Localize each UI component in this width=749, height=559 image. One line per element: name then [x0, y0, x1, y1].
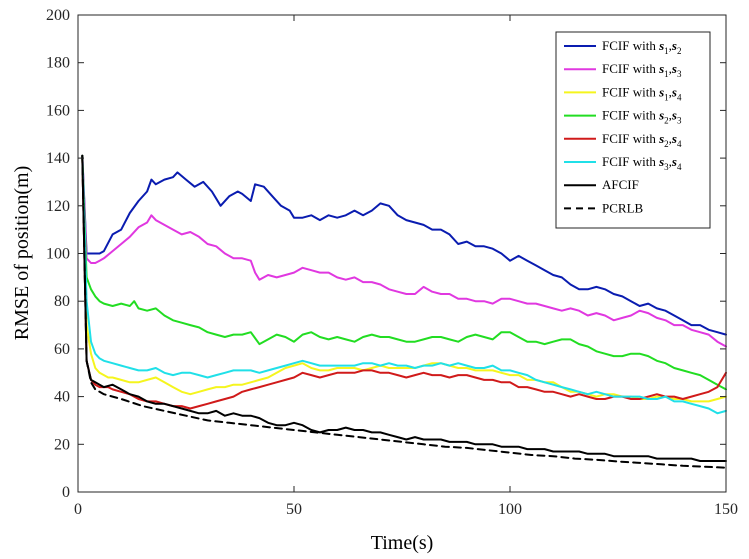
- x-axis-label: Time(s): [371, 532, 434, 554]
- legend-text-part: FCIF with: [602, 38, 659, 53]
- legend-text-part: s: [658, 61, 664, 76]
- y-tick-label: 60: [54, 341, 70, 358]
- y-tick-label: 0: [62, 484, 70, 501]
- series-layer: [81, 154, 727, 469]
- legend-text-part: s: [671, 61, 677, 76]
- y-axis-label: RMSE of position(m): [11, 166, 33, 340]
- y-tick-label: 200: [46, 7, 70, 24]
- legend-text-part: 1: [664, 92, 669, 102]
- y-tick-label: 160: [46, 102, 70, 119]
- x-tick-label: 50: [286, 501, 302, 518]
- y-tick-label: 140: [46, 150, 70, 167]
- y-tick-label: 40: [54, 389, 70, 406]
- legend-separator: ,: [669, 84, 672, 99]
- legend-text-part: FCIF with: [602, 131, 659, 146]
- legend-text-part: s: [671, 131, 677, 146]
- y-tick-label: 180: [46, 55, 70, 72]
- legend-separator: ,: [669, 131, 672, 146]
- series-line-1: [81, 154, 727, 336]
- legend-text-part: FCIF with: [602, 154, 659, 169]
- series-line-3: [81, 154, 727, 403]
- legend-box: [555, 31, 711, 229]
- legend-entry: PCRLB: [602, 200, 644, 215]
- legend-separator: ,: [669, 108, 672, 123]
- legend-text-part: s: [658, 154, 664, 169]
- legend-text-part: AFCIF: [602, 177, 639, 192]
- legend-text-part: 4: [677, 162, 682, 172]
- legend-separator: ,: [669, 61, 672, 76]
- x-tick-label: 150: [714, 501, 738, 518]
- legend-text-part: s: [658, 131, 664, 146]
- series-line-7: [81, 154, 727, 462]
- legend-text-part: s: [658, 84, 664, 99]
- legend-text-part: 2: [664, 139, 669, 149]
- legend-text-part: 3: [664, 162, 669, 172]
- legend-separator: ,: [669, 38, 672, 53]
- legend-entry: FCIF with s1,s2: [602, 38, 681, 56]
- legend-separator: ,: [669, 154, 672, 169]
- legend-text-part: 1: [664, 46, 669, 56]
- legend-text-part: 4: [677, 139, 682, 149]
- legend-text-part: 2: [664, 116, 669, 126]
- legend-text-part: s: [658, 108, 664, 123]
- legend-text-part: 2: [677, 46, 682, 56]
- series-line-2: [81, 154, 727, 348]
- legend-text-part: FCIF with: [602, 84, 659, 99]
- legend-entry: FCIF with s1,s3: [602, 61, 682, 79]
- legend-entry: FCIF with s2,s4: [602, 131, 682, 149]
- y-tick-label: 80: [54, 293, 70, 310]
- ticks-layer: 0 50 100 150 0 20 40 60 80 100 120 140 160 180 200: [46, 7, 738, 518]
- legend-text-part: 1: [664, 69, 669, 79]
- legend-entry: FCIF with s3,s4: [602, 154, 682, 172]
- x-tick-label: 100: [498, 501, 522, 518]
- series-line-4: [81, 154, 727, 391]
- x-tick-label: 0: [74, 501, 82, 518]
- legend-text-part: s: [671, 84, 677, 99]
- legend-text-part: s: [671, 154, 677, 169]
- legend-entry: FCIF with s1,s4: [602, 84, 682, 102]
- legend-entry: FCIF with s2,s3: [602, 108, 682, 126]
- legend-text-part: s: [671, 38, 677, 53]
- legend-text-part: s: [658, 38, 664, 53]
- series-line-6: [81, 154, 727, 415]
- legend-text-part: s: [671, 108, 677, 123]
- series-line-8: [81, 154, 727, 469]
- legend-text-part: FCIF with: [602, 61, 659, 76]
- legend-text-part: 3: [677, 116, 682, 126]
- legend-text-part: 3: [677, 69, 682, 79]
- y-tick-label: 20: [54, 436, 70, 453]
- legend-text-part: FCIF with: [602, 108, 659, 123]
- y-tick-label: 100: [46, 246, 70, 263]
- legend-text-part: 4: [677, 92, 682, 102]
- y-tick-label: 120: [46, 198, 70, 215]
- legend-entry: AFCIF: [602, 177, 639, 192]
- legend-text-part: PCRLB: [602, 200, 644, 215]
